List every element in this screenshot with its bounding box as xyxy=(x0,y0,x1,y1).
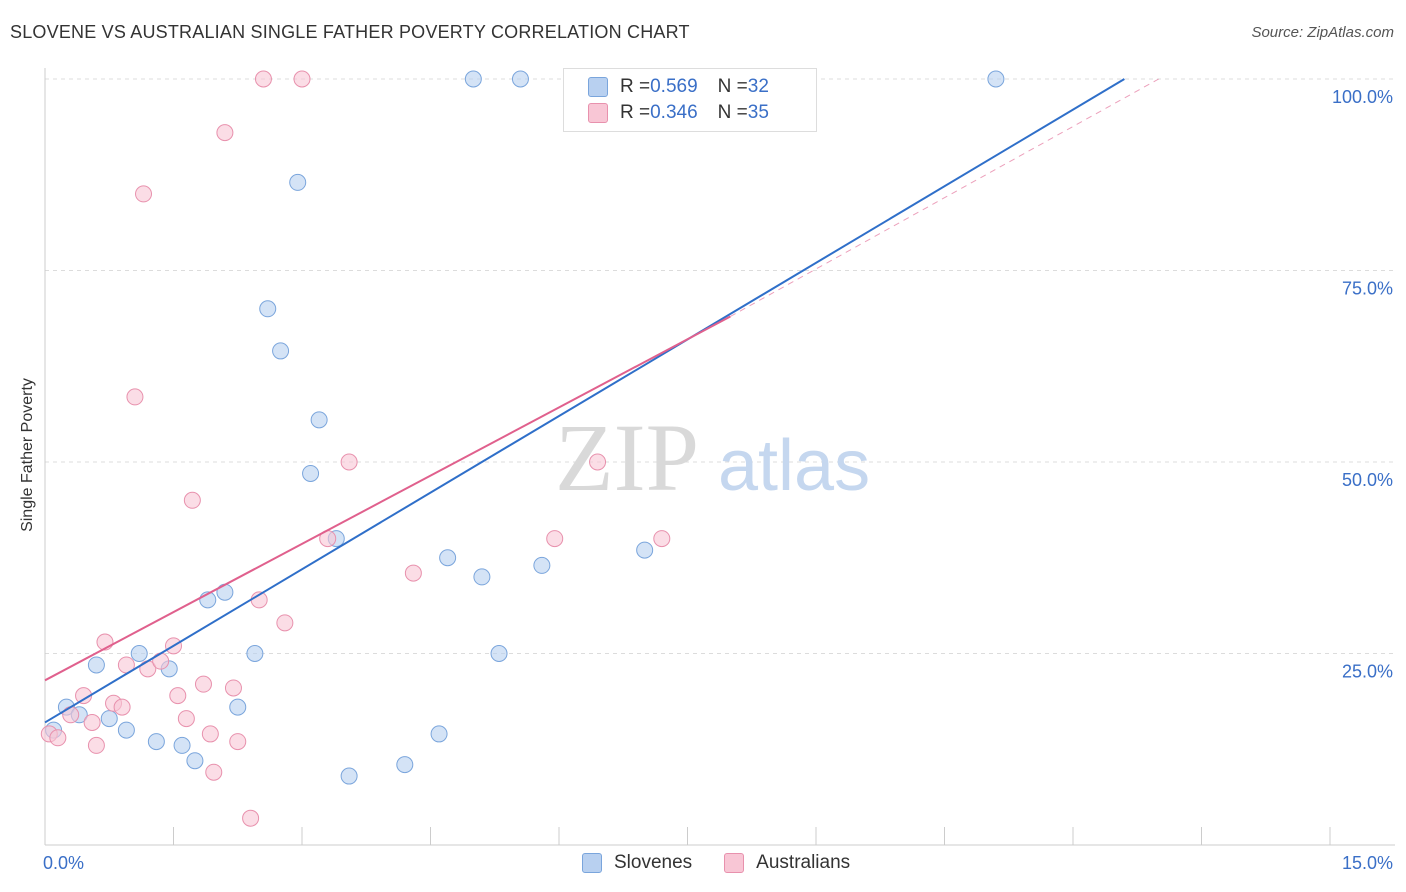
slovenes-trend-line xyxy=(44,78,1125,724)
slovene-point xyxy=(396,756,414,774)
x-tick-label: 0.0% xyxy=(43,853,84,873)
correlation-legend: R = 0.569 N = 32 R = 0.346 N = 35 xyxy=(563,68,817,132)
slovene-point xyxy=(216,583,234,601)
slovene-point xyxy=(130,645,148,662)
slovene-point xyxy=(490,645,508,662)
slovene-point xyxy=(173,736,191,754)
slovene-point xyxy=(340,767,358,785)
slovene-point xyxy=(987,70,1005,88)
australians-legend-swatch xyxy=(724,853,745,873)
slovene-point xyxy=(272,342,290,360)
australian-point xyxy=(113,698,131,716)
australian-point xyxy=(194,675,212,693)
slovene-point xyxy=(259,300,277,318)
australian-point xyxy=(177,710,195,728)
legend-label-slovenes: Slovenes xyxy=(614,852,693,873)
australians-swatch xyxy=(588,103,608,123)
legend-r-value: 0.569 xyxy=(650,76,698,97)
australian-point xyxy=(229,733,247,751)
australians-trend-extension xyxy=(730,78,1159,317)
australian-point xyxy=(276,614,294,632)
legend-n-label: N = xyxy=(717,102,748,123)
slovene-point xyxy=(186,752,204,770)
australian-point xyxy=(183,491,201,509)
legend-n-value: 35 xyxy=(747,102,769,123)
australian-point xyxy=(293,70,311,88)
australian-point xyxy=(589,453,607,471)
slovenes-legend-swatch xyxy=(582,853,602,873)
slovene-point xyxy=(117,721,135,739)
legend-n-value: 32 xyxy=(747,76,769,97)
australian-point xyxy=(135,185,153,203)
slovene-point xyxy=(464,70,482,88)
y-tick-label: 100.0% xyxy=(1332,87,1393,107)
australian-point xyxy=(201,725,219,743)
series-legend: Slovenes Australians xyxy=(582,852,882,874)
australian-point xyxy=(242,809,260,827)
australian-point xyxy=(205,763,223,781)
australian-point xyxy=(224,679,242,697)
y-tick-label: 25.0% xyxy=(1342,662,1393,682)
australian-point xyxy=(546,530,564,548)
slovene-point xyxy=(229,698,247,716)
australian-point xyxy=(87,736,105,754)
y-tick-label: 75.0% xyxy=(1342,279,1393,299)
legend-r-label: R = xyxy=(620,76,651,97)
legend-item-australians: Australians xyxy=(724,852,850,874)
australian-point xyxy=(83,713,101,731)
slovene-point xyxy=(87,656,105,674)
watermark-zip: ZIP xyxy=(555,404,699,511)
slovene-point xyxy=(636,541,654,559)
slovene-point xyxy=(511,70,529,88)
x-tick-label: 15.0% xyxy=(1342,853,1393,873)
slovenes-swatch xyxy=(588,77,608,97)
slovene-point xyxy=(147,733,165,751)
australians-trend-line xyxy=(44,315,731,682)
legend-n-label: N = xyxy=(717,76,748,97)
legend-label-australians: Australians xyxy=(756,852,851,873)
source-label: Source: ZipAtlas.com xyxy=(1251,24,1394,41)
australian-point xyxy=(126,388,144,406)
australian-point xyxy=(653,530,671,548)
slovene-point xyxy=(533,556,551,574)
watermark-atlas: atlas xyxy=(718,426,870,506)
slovene-point xyxy=(439,549,457,567)
slovene-point xyxy=(246,645,264,662)
slovene-point xyxy=(100,710,118,728)
australian-point xyxy=(340,453,358,471)
legend-row-slovenes: R = 0.569 N = 32 xyxy=(588,75,769,99)
y-tick-label: 50.0% xyxy=(1342,470,1393,490)
legend-item-slovenes: Slovenes xyxy=(582,852,692,874)
australian-point xyxy=(216,124,234,142)
australian-point xyxy=(62,706,80,724)
slovene-point xyxy=(473,568,491,586)
slovene-point xyxy=(430,725,448,743)
chart-title: SLOVENE VS AUSTRALIAN SINGLE FATHER POVE… xyxy=(10,22,690,42)
slovene-point xyxy=(289,173,307,191)
slovene-point xyxy=(310,411,328,429)
australian-point xyxy=(254,70,272,88)
legend-row-australians: R = 0.346 N = 35 xyxy=(588,101,769,125)
australian-point xyxy=(404,564,422,582)
australian-point xyxy=(169,687,187,705)
slovene-point xyxy=(302,464,320,482)
legend-r-label: R = xyxy=(620,102,651,123)
legend-r-value: 0.346 xyxy=(650,102,698,123)
australian-point xyxy=(49,729,67,747)
australian-point xyxy=(152,652,170,670)
